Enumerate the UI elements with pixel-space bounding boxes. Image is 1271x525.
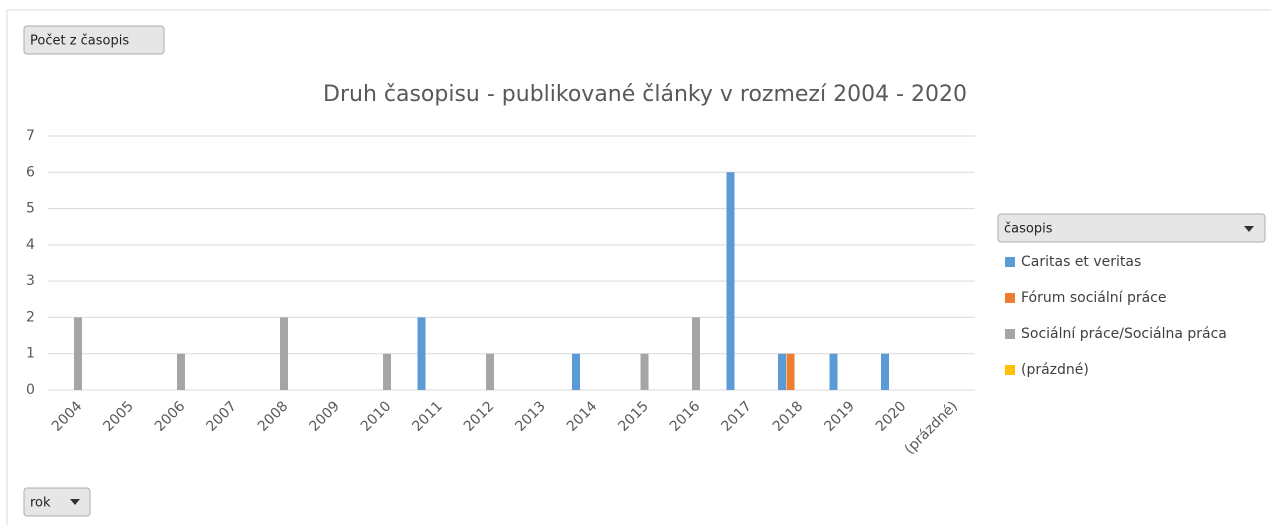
bar <box>786 353 795 390</box>
legend-label: Caritas et veritas <box>1021 254 1141 270</box>
button-label[interactable]: rok <box>30 496 51 511</box>
dropdown-arrow[interactable] <box>70 499 80 505</box>
x-tick-label: (prázdné) <box>902 398 961 457</box>
y-tick-label: 5 <box>26 201 35 217</box>
bar <box>486 353 494 390</box>
x-tick-label: 2020 <box>873 398 910 435</box>
bar <box>726 172 735 390</box>
bar <box>280 317 288 390</box>
button-label[interactable]: Počet z časopis <box>30 34 129 49</box>
button-bg[interactable] <box>23 25 165 55</box>
legend-swatch <box>1005 293 1015 303</box>
x-tick-label: 2008 <box>255 398 292 435</box>
y-tick-label: 3 <box>26 273 35 289</box>
bar <box>778 353 786 390</box>
x-tick-label: 2019 <box>821 398 858 435</box>
x-tick-label: 2007 <box>203 398 240 435</box>
bar <box>640 353 649 390</box>
bar <box>881 353 889 390</box>
x-tick-label: 2009 <box>306 398 343 435</box>
x-tick-label: 2015 <box>615 398 652 435</box>
x-tick-label: 2018 <box>770 398 807 435</box>
bar <box>829 353 838 390</box>
legend-swatch <box>1005 329 1015 339</box>
legend-label: (prázdné) <box>1021 362 1089 378</box>
bar <box>572 353 580 390</box>
button-bg[interactable] <box>23 487 91 517</box>
y-tick-label: 0 <box>26 382 35 398</box>
y-tick-label: 7 <box>26 128 35 144</box>
bar <box>692 317 700 390</box>
button-bg[interactable] <box>997 213 1266 243</box>
legend-swatch <box>1005 257 1015 267</box>
y-tick-label: 6 <box>26 164 35 180</box>
y-tick-label: 4 <box>26 237 35 253</box>
x-tick-label: 2004 <box>49 398 86 435</box>
legend-label: Sociální práce/Sociálna práca <box>1021 326 1227 342</box>
y-tick-label: 1 <box>26 346 35 362</box>
x-tick-label: 2016 <box>667 398 704 435</box>
x-tick-label: 2012 <box>461 398 498 435</box>
bar <box>177 353 185 390</box>
x-tick-label: 2011 <box>409 398 446 435</box>
legend-field-button[interactable]: časopis <box>997 213 1266 243</box>
bar <box>383 353 391 390</box>
y-tick-label: 2 <box>26 309 35 325</box>
x-tick-label: 2017 <box>718 398 755 435</box>
x-tick-label: 2013 <box>512 398 549 435</box>
legend-swatch <box>1005 365 1015 375</box>
bar <box>417 317 426 390</box>
axis-field-button[interactable]: rok <box>23 487 91 517</box>
dropdown-arrow[interactable] <box>1244 226 1254 232</box>
chart-title: Druh časopisu - publikované články v roz… <box>323 82 967 107</box>
value-field-button[interactable]: Počet z časopis <box>23 25 165 55</box>
button-label[interactable]: časopis <box>1004 222 1053 237</box>
legend-label: Fórum sociální práce <box>1021 290 1167 306</box>
x-tick-label: 2014 <box>564 398 601 435</box>
x-tick-label: 2006 <box>152 398 189 435</box>
bar <box>74 317 82 390</box>
x-tick-label: 2005 <box>100 398 137 435</box>
x-tick-label: 2010 <box>358 398 395 435</box>
